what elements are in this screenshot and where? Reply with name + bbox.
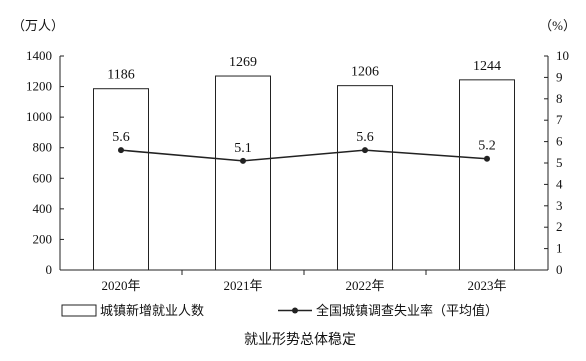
right-tick-label: 10	[556, 48, 569, 63]
axes: 0 200 400 600 800 1000 1200 1400 0 1 2 3 4 5 6 7 8 9 10 （万人…	[12, 18, 576, 293]
right-tick-label: 2	[556, 219, 563, 234]
line-point	[362, 147, 368, 154]
right-tick-label: 6	[556, 134, 563, 149]
right-tick-label: 1	[556, 241, 563, 256]
x-tick-label: 2021年	[223, 278, 262, 293]
bar-data-label: 1244	[473, 59, 501, 74]
x-tick-label: 2022年	[345, 278, 384, 293]
bar	[459, 79, 515, 271]
bar	[215, 75, 271, 271]
left-tick-label: 400	[33, 201, 53, 216]
bar-data-label: 1269	[229, 55, 257, 70]
bar-data-label: 1186	[107, 68, 134, 83]
legend: 城镇新增就业人数 全国城镇调查失业率（平均值）	[61, 303, 498, 319]
legend-bar-label: 城镇新增就业人数	[100, 303, 204, 319]
bar	[337, 85, 393, 271]
line-data-label: 5.6	[356, 130, 374, 145]
right-tick-label: 0	[556, 262, 563, 277]
left-tick-label: 1400	[26, 48, 52, 63]
unemployment-line	[120, 149, 488, 162]
line-point	[118, 147, 124, 154]
line-series: 5.6 5.1 5.6 5.2	[112, 130, 496, 164]
right-tick-label: 3	[556, 198, 563, 213]
left-tick-label: 1000	[26, 109, 52, 124]
legend-bar-swatch	[61, 304, 97, 317]
right-tick-label: 9	[556, 69, 563, 84]
bars: 1186 1269 1206 1244	[93, 55, 515, 271]
chart-caption: 就业形势总体稳定	[244, 332, 356, 348]
right-tick-label: 7	[556, 112, 563, 127]
left-axis-unit: （万人）	[12, 18, 64, 33]
right-axis-unit: （%）	[539, 18, 576, 33]
line-data-label: 5.2	[478, 139, 496, 154]
left-tick-label: 0	[46, 262, 53, 277]
line-point	[484, 155, 490, 162]
bar-data-label: 1206	[351, 65, 379, 80]
left-tick-label: 600	[33, 170, 53, 185]
left-tick-label: 800	[33, 140, 53, 155]
left-tick-label: 1200	[26, 79, 52, 94]
right-tick-label: 5	[556, 155, 563, 170]
line-data-label: 5.1	[234, 141, 252, 156]
right-tick-label: 4	[556, 176, 563, 191]
x-tick-label: 2020年	[101, 278, 140, 293]
legend-line-label: 全国城镇调查失业率（平均值）	[316, 303, 498, 319]
left-tick-label: 200	[33, 231, 53, 246]
line-point	[240, 157, 246, 164]
bar	[93, 88, 149, 271]
line-data-label: 5.6	[112, 130, 130, 145]
x-tick-label: 2023年	[467, 278, 506, 293]
legend-line-marker	[292, 307, 298, 314]
right-tick-label: 8	[556, 91, 563, 106]
